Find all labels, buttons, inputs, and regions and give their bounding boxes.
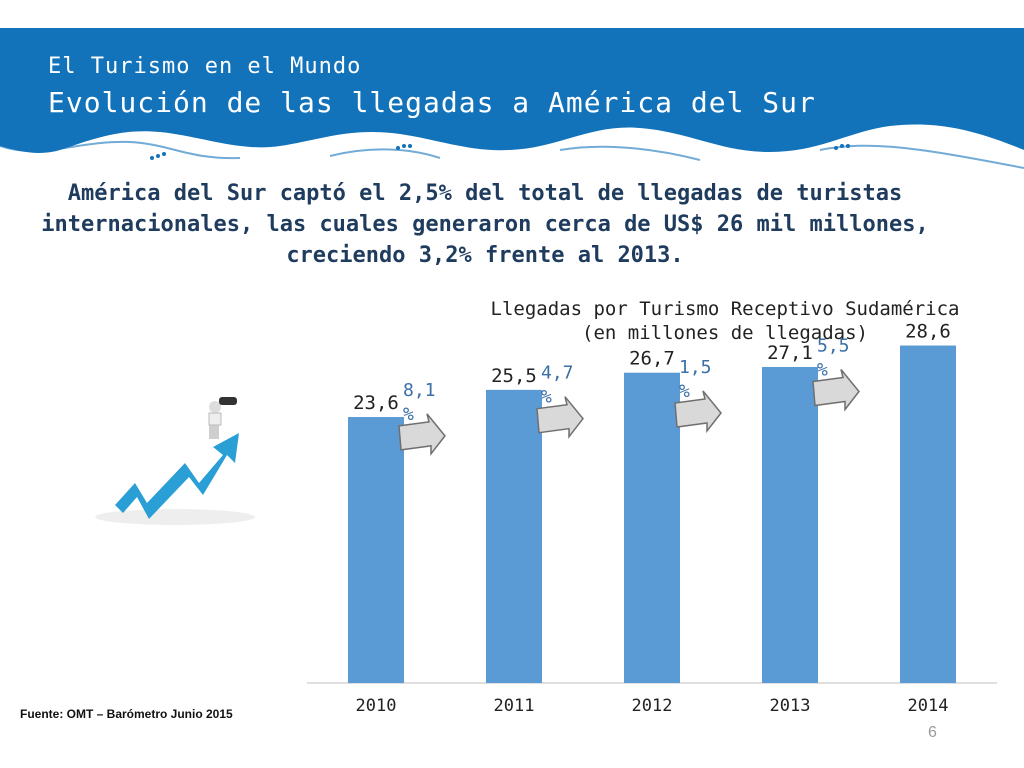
- growth-label-1: 8,1%: [403, 380, 436, 425]
- growth-arrow-2: [536, 396, 584, 439]
- bar-2011: [486, 389, 542, 683]
- value-label-2010: 23,6: [353, 392, 399, 414]
- wave-banner: [0, 28, 1024, 169]
- trend-arrow-icon: [115, 433, 239, 519]
- x-tick-2011: 2011: [494, 696, 535, 716]
- growth-arrow-4: [812, 369, 860, 412]
- x-tick-2014: 2014: [908, 696, 949, 716]
- header-banner: El Turismo en el Mundo Evolución de las …: [0, 0, 1024, 190]
- value-label-2014: 28,6: [905, 321, 951, 343]
- chart-title-unit: (en millones de llegadas): [582, 322, 868, 344]
- binoculars-person-icon: [208, 397, 237, 439]
- chart-title-main: Llegadas por Turismo Receptivo Sudaméric…: [490, 298, 960, 320]
- value-label-2011: 25,5: [491, 365, 537, 387]
- chart-title: Llegadas por Turismo Receptivo Sudaméric…: [440, 297, 1010, 345]
- source-note: Fuente: OMT – Barómetro Junio 2015: [20, 707, 233, 721]
- growth-arrow-3: [674, 390, 722, 434]
- growth-label-4: 5,5%: [817, 336, 850, 381]
- bar-2014: [900, 345, 956, 683]
- value-label-2013: 27,1: [767, 342, 813, 364]
- page-number: 6: [928, 724, 937, 741]
- value-label-2012: 26,7: [629, 348, 675, 370]
- x-tick-2013: 2013: [770, 696, 811, 716]
- headline-text: América del Sur captó el 2,5% del total …: [41, 181, 929, 268]
- trend-illustration: [95, 397, 255, 525]
- x-tick-2012: 2012: [632, 696, 673, 716]
- bar-2013: [762, 366, 818, 683]
- bar-2010: [348, 417, 404, 683]
- page-title: Evolución de las llegadas a América del …: [48, 86, 816, 119]
- growth-arrow-1: [398, 413, 446, 457]
- growth-label-3: 1,5%: [679, 357, 712, 402]
- bar-2012: [624, 372, 680, 683]
- x-tick-2010: 2010: [356, 696, 397, 716]
- growth-label-2: 4,7%: [541, 363, 574, 408]
- section-subtitle: El Turismo en el Mundo: [48, 54, 362, 79]
